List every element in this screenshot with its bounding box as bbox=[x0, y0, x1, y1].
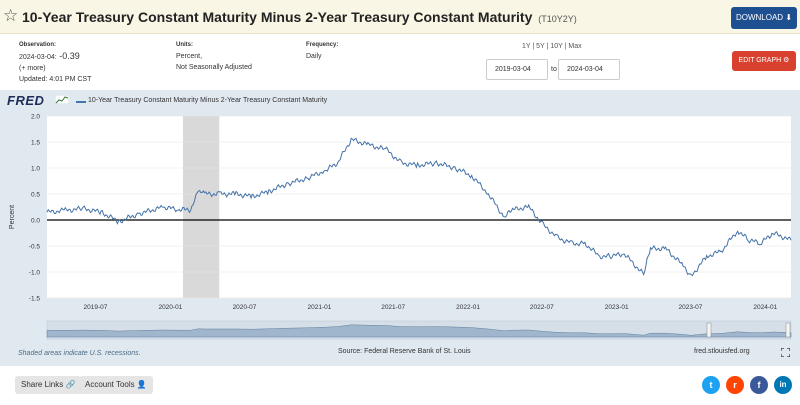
range-link-max[interactable]: Max bbox=[568, 43, 582, 50]
observation-value-line: 2024-03-04: -0.39 bbox=[19, 51, 91, 63]
frequency-block: Frequency: Daily bbox=[306, 40, 338, 62]
series-header: ☆ 10-Year Treasury Constant Maturity Min… bbox=[0, 0, 800, 34]
line-chart[interactable]: 2.0 1.5 1.0 0.5 0.0 -0.5 -1.0 -1.5 2019-07 2020-… bbox=[0, 90, 800, 348]
units-line2: Not Seasonally Adjusted bbox=[176, 64, 252, 71]
x-tick-labels: 2019-07 2020-01 2020-07 2021-01 2021-07 2022-… bbox=[84, 304, 778, 311]
twitter-icon[interactable]: t bbox=[702, 376, 720, 394]
reddit-icon[interactable]: r bbox=[726, 376, 744, 394]
linkedin-icon[interactable]: in bbox=[774, 376, 792, 394]
source-text: Source: Federal Reserve Bank of St. Loui… bbox=[338, 348, 471, 355]
observation-block: Observation: 2024-03-04: -0.39 (+ more) … bbox=[19, 40, 91, 85]
updated-time: Updated: 4:01 PM CST bbox=[19, 76, 92, 83]
gear-icon: ⚙ bbox=[783, 57, 790, 64]
navigator-handle-right[interactable] bbox=[785, 322, 791, 338]
y-tick-label: -1.0 bbox=[29, 270, 41, 277]
frequency-value: Daily bbox=[306, 53, 322, 60]
y-tick-label: -0.5 bbox=[29, 244, 41, 251]
start-date-input[interactable]: 2019-03-04 bbox=[486, 59, 548, 80]
share-links-button[interactable]: Share Links 🔗 bbox=[15, 376, 82, 394]
facebook-icon[interactable]: f bbox=[750, 376, 768, 394]
fullscreen-icon[interactable] bbox=[781, 348, 790, 357]
end-date-input[interactable]: 2024-03-04 bbox=[558, 59, 620, 80]
edit-graph-button[interactable]: EDIT GRAPH ⚙ bbox=[732, 51, 796, 71]
account-tools-button[interactable]: Account Tools 👤 bbox=[79, 376, 153, 394]
edit-graph-label: EDIT GRAPH bbox=[738, 57, 782, 64]
series-title: 10-Year Treasury Constant Maturity Minus… bbox=[22, 9, 533, 25]
share-links-label: Share Links bbox=[21, 380, 64, 389]
frequency-label: Frequency: bbox=[306, 42, 339, 48]
recession-note: Shaded areas indicate U.S. recessions. bbox=[18, 350, 141, 357]
x-tick-label: 2021-01 bbox=[308, 304, 332, 311]
fred-logo[interactable]: FRED bbox=[7, 93, 45, 108]
y-tick-label: 2.0 bbox=[31, 114, 40, 121]
account-tools-label: Account Tools bbox=[85, 380, 135, 389]
download-arrow-icon: ⬇ bbox=[785, 13, 793, 22]
legend-label: 10-Year Treasury Constant Maturity Minus… bbox=[88, 97, 328, 104]
x-tick-label: 2022-07 bbox=[530, 304, 554, 311]
x-tick-label: 2019-07 bbox=[84, 304, 108, 311]
fred-logo-chart-icon bbox=[55, 95, 69, 104]
series-line-t10y2y bbox=[46, 137, 792, 277]
units-block: Units: Percent, Not Seasonally Adjusted bbox=[176, 40, 252, 73]
range-link-5y[interactable]: 5Y bbox=[536, 43, 545, 50]
navigator-series bbox=[46, 324, 792, 338]
range-link-1y[interactable]: 1Y bbox=[522, 43, 531, 50]
navigator-handle-left[interactable] bbox=[706, 322, 712, 338]
plot-background bbox=[47, 116, 791, 298]
legend-swatch bbox=[76, 101, 86, 103]
x-tick-label: 2020-01 bbox=[158, 304, 182, 311]
y-tick-label: 1.5 bbox=[31, 140, 40, 147]
observation-label: Observation: bbox=[19, 42, 57, 48]
to-label: to bbox=[551, 66, 557, 73]
x-tick-label: 2024-01 bbox=[753, 304, 777, 311]
series-id: (T10Y2Y) bbox=[538, 14, 577, 24]
fred-url[interactable]: fred.stlouisfed.org bbox=[694, 348, 750, 355]
y-tick-labels: 2.0 1.5 1.0 0.5 0.0 -0.5 -1.0 -1.5 bbox=[29, 114, 41, 303]
x-tick-label: 2021-07 bbox=[381, 304, 405, 311]
star-outline-icon[interactable]: ☆ bbox=[3, 6, 19, 25]
observation-value: -0.39 bbox=[59, 51, 80, 61]
units-line1: Percent, bbox=[176, 53, 203, 60]
units-label: Units: bbox=[176, 42, 193, 48]
x-tick-label: 2023-01 bbox=[605, 304, 629, 311]
download-button[interactable]: DOWNLOAD ⬇ bbox=[731, 7, 797, 29]
y-tick-label: -1.5 bbox=[29, 296, 41, 303]
range-links: 1Y | 5Y | 10Y | Max bbox=[522, 43, 582, 50]
y-tick-label: 1.0 bbox=[31, 166, 40, 173]
observation-date: 2024-03-04: bbox=[19, 54, 57, 61]
user-icon: 👤 bbox=[136, 380, 147, 389]
x-tick-label: 2022-01 bbox=[456, 304, 480, 311]
y-axis-label: Percent bbox=[9, 205, 16, 229]
page-title: 10-Year Treasury Constant Maturity Minus… bbox=[22, 9, 577, 25]
x-tick-label: 2023-07 bbox=[678, 304, 702, 311]
more-link[interactable]: (+ more) bbox=[19, 65, 46, 72]
x-tick-label: 2020-07 bbox=[233, 304, 257, 311]
recession-band bbox=[183, 116, 220, 298]
y-tick-label: 0.5 bbox=[31, 192, 40, 199]
download-label: DOWNLOAD bbox=[735, 13, 784, 22]
range-link-10y[interactable]: 10Y bbox=[550, 43, 563, 50]
y-tick-label: 0.0 bbox=[31, 218, 40, 225]
link-icon: 🔗 bbox=[65, 380, 76, 389]
